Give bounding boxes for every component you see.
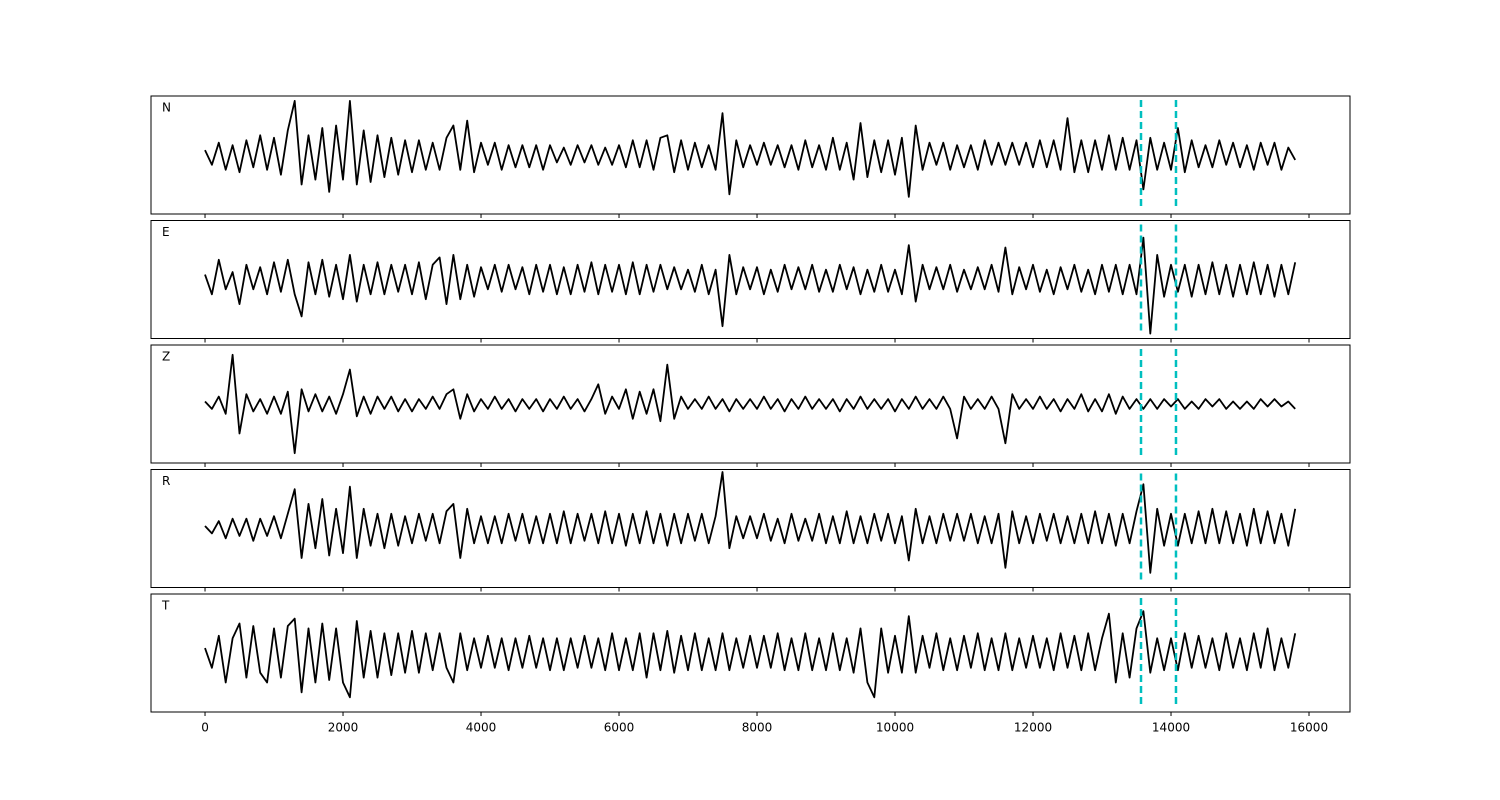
panel-label: T xyxy=(161,599,170,613)
x-tick-label: 8000 xyxy=(742,721,773,735)
x-tick-label: 4000 xyxy=(466,721,497,735)
x-tick-label: 10000 xyxy=(876,721,914,735)
x-tick-label: 12000 xyxy=(1014,721,1052,735)
panel-frame xyxy=(150,95,1351,215)
x-tick-label: 14000 xyxy=(1152,721,1190,735)
panel-frame xyxy=(150,593,1351,713)
x-tick-label: 16000 xyxy=(1290,721,1328,735)
x-tick-label: 0 xyxy=(201,721,209,735)
x-tick-label: 6000 xyxy=(604,721,635,735)
waveform xyxy=(204,236,1297,335)
panel-label: E xyxy=(162,225,170,239)
panel-frame xyxy=(150,220,1351,339)
panel-frame xyxy=(150,344,1351,464)
waveform xyxy=(204,353,1296,455)
panel-label: R xyxy=(162,474,170,488)
waveform xyxy=(204,610,1297,699)
waveform xyxy=(204,100,1296,198)
panel-label: N xyxy=(162,101,171,115)
panel-label: Z xyxy=(162,350,170,364)
waveform xyxy=(204,471,1297,574)
panel-frame xyxy=(150,469,1351,588)
x-tick-label: 2000 xyxy=(328,721,359,735)
